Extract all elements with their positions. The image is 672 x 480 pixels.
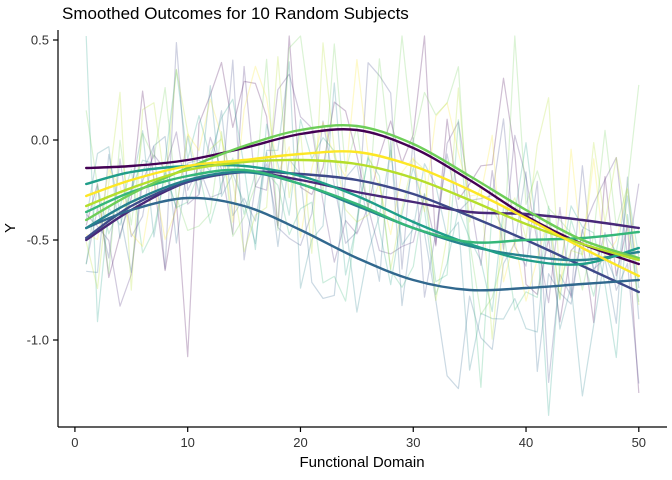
raw-line-subject-8 — [85, 35, 640, 316]
y-tick-label: 0.0 — [31, 133, 49, 148]
raw-line-subject-2 — [85, 65, 640, 307]
x-axis-title: Functional Domain — [299, 454, 424, 471]
raw-line-subject-3 — [85, 41, 640, 384]
smoothed-curves-layer — [85, 123, 640, 294]
x-tick-label: 40 — [519, 435, 533, 450]
x-tick-label: 20 — [293, 435, 307, 450]
smooth-line-subject-9 — [85, 158, 640, 262]
smooth-line-subject-1 — [85, 128, 640, 266]
raw-line-subject-6 — [85, 35, 640, 416]
y-tick-label: 0.5 — [31, 33, 49, 48]
raw-line-subject-5 — [85, 61, 640, 397]
smooth-line-subject-10 — [85, 150, 640, 278]
x-tick-label: 10 — [180, 435, 194, 450]
y-axis-title: Y — [2, 223, 19, 233]
y-tick-label: -0.5 — [27, 233, 49, 248]
smooth-line-subject-4 — [85, 196, 640, 292]
plot-title: Smoothed Outcomes for 10 Random Subjects — [62, 4, 409, 23]
x-tick-label: 50 — [632, 435, 646, 450]
x-tick-label: 0 — [71, 435, 78, 450]
x-tick-label: 30 — [406, 435, 420, 450]
axes-layer — [53, 30, 667, 432]
raw-line-subject-9 — [85, 42, 640, 340]
smooth-line-subject-5 — [85, 170, 640, 262]
tick-labels-layer: 0 10 20 30 40 50 0.5 0.0 -0.5 -1.0 — [27, 33, 646, 451]
y-tick-label: -1.0 — [27, 333, 49, 348]
smooth-line-subject-7 — [85, 168, 640, 244]
smooth-line-subject-6 — [85, 163, 640, 266]
smooth-line-subject-3 — [85, 170, 640, 294]
